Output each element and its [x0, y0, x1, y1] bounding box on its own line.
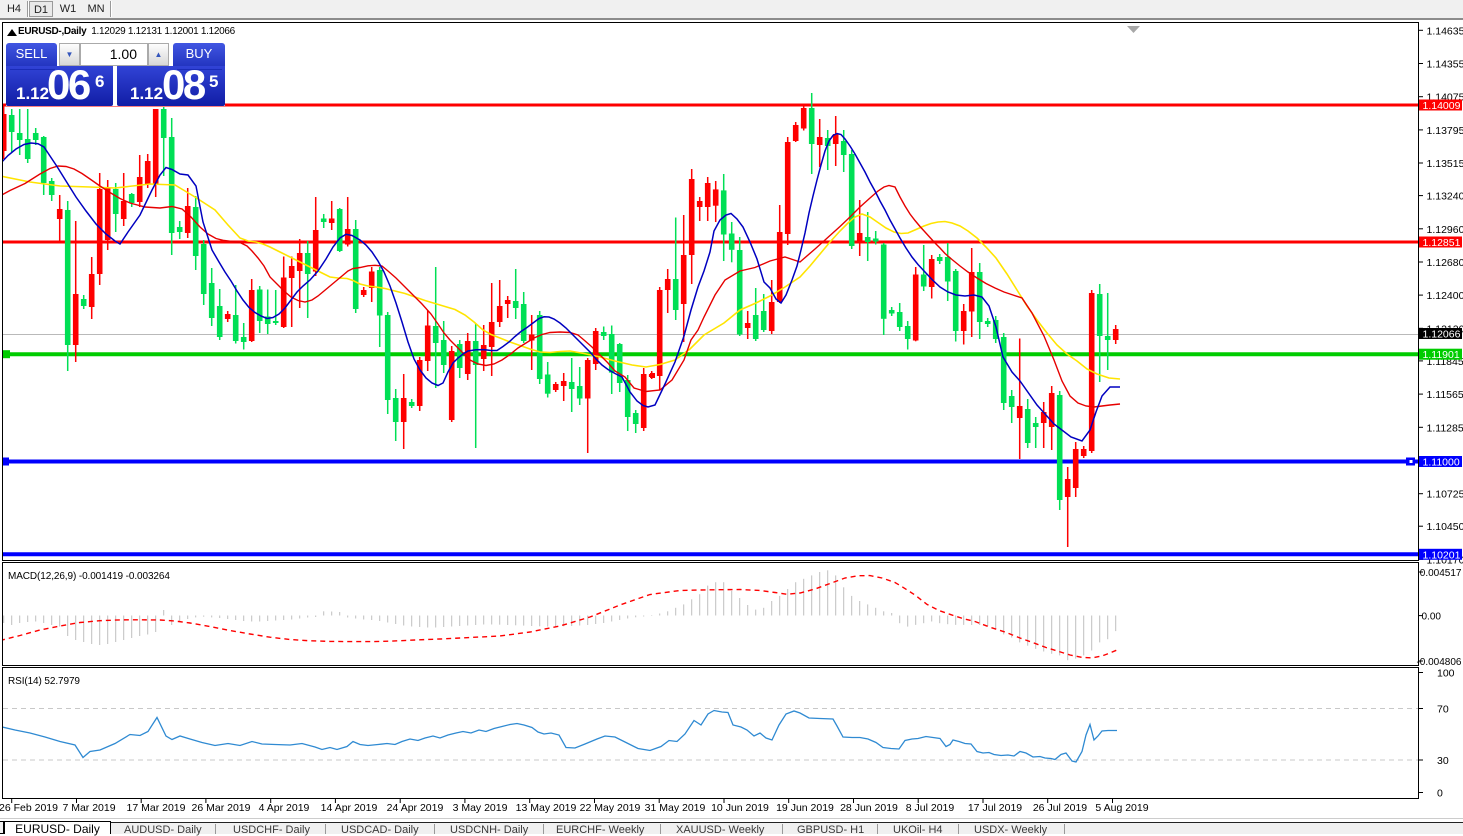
svg-text:30: 30	[1437, 755, 1449, 767]
svg-text:28 Jun 2019: 28 Jun 2019	[840, 802, 898, 814]
svg-text:0.00: 0.00	[1422, 612, 1442, 623]
svg-text:1.10725: 1.10725	[1427, 489, 1463, 501]
svg-text:24 Apr 2019: 24 Apr 2019	[387, 802, 444, 814]
svg-text:4 Apr 2019: 4 Apr 2019	[259, 802, 310, 814]
svg-text:1.10450: 1.10450	[1427, 521, 1463, 533]
svg-text:MACD(12,26,9) -0.001419 -0.003: MACD(12,26,9) -0.001419 -0.003264	[8, 571, 170, 582]
svg-text:1.12851: 1.12851	[1423, 237, 1461, 249]
svg-text:1.14009: 1.14009	[1423, 100, 1461, 112]
svg-text:31 May 2019: 31 May 2019	[645, 802, 706, 814]
svg-text:1.12960: 1.12960	[1427, 224, 1463, 236]
svg-text:1.11285: 1.11285	[1427, 422, 1463, 434]
svg-text:1.13795: 1.13795	[1427, 125, 1463, 137]
svg-text:17 Jul 2019: 17 Jul 2019	[968, 802, 1022, 814]
svg-text:19 Jun 2019: 19 Jun 2019	[776, 802, 834, 814]
svg-text:13 May 2019: 13 May 2019	[516, 802, 577, 814]
svg-text:5 Aug 2019: 5 Aug 2019	[1095, 802, 1148, 814]
svg-text:26 Feb 2019: 26 Feb 2019	[0, 802, 58, 814]
svg-text:100: 100	[1437, 668, 1455, 680]
svg-text:1.13240: 1.13240	[1427, 191, 1463, 203]
svg-text:26 Jul 2019: 26 Jul 2019	[1033, 802, 1087, 814]
svg-text:1.13515: 1.13515	[1427, 158, 1463, 170]
svg-text:7 Mar 2019: 7 Mar 2019	[62, 802, 115, 814]
svg-text:-0.004806: -0.004806	[1416, 657, 1461, 668]
svg-text:1.14355: 1.14355	[1427, 59, 1463, 71]
svg-text:0.004517: 0.004517	[1420, 568, 1462, 579]
svg-text:1.14635: 1.14635	[1427, 25, 1463, 37]
svg-text:1.11901: 1.11901	[1423, 349, 1460, 361]
svg-text:1.12680: 1.12680	[1427, 257, 1463, 269]
svg-text:3 May 2019: 3 May 2019	[453, 802, 508, 814]
svg-text:1.11000: 1.11000	[1423, 457, 1460, 469]
svg-text:1.12066: 1.12066	[1423, 329, 1461, 341]
svg-text:26 Mar 2019: 26 Mar 2019	[192, 802, 251, 814]
svg-text:14 Apr 2019: 14 Apr 2019	[321, 802, 378, 814]
svg-text:1.11565: 1.11565	[1427, 389, 1463, 401]
svg-text:17 Mar 2019: 17 Mar 2019	[127, 802, 186, 814]
svg-text:1.10201: 1.10201	[1423, 549, 1461, 561]
svg-text:22 May 2019: 22 May 2019	[580, 802, 641, 814]
svg-text:10 Jun 2019: 10 Jun 2019	[711, 802, 769, 814]
svg-text:RSI(14) 52.7979: RSI(14) 52.7979	[8, 676, 80, 687]
svg-text:1.12400: 1.12400	[1427, 290, 1463, 302]
svg-text:70: 70	[1437, 704, 1449, 716]
svg-text:0: 0	[1437, 788, 1443, 800]
svg-text:8 Jul 2019: 8 Jul 2019	[906, 802, 955, 814]
